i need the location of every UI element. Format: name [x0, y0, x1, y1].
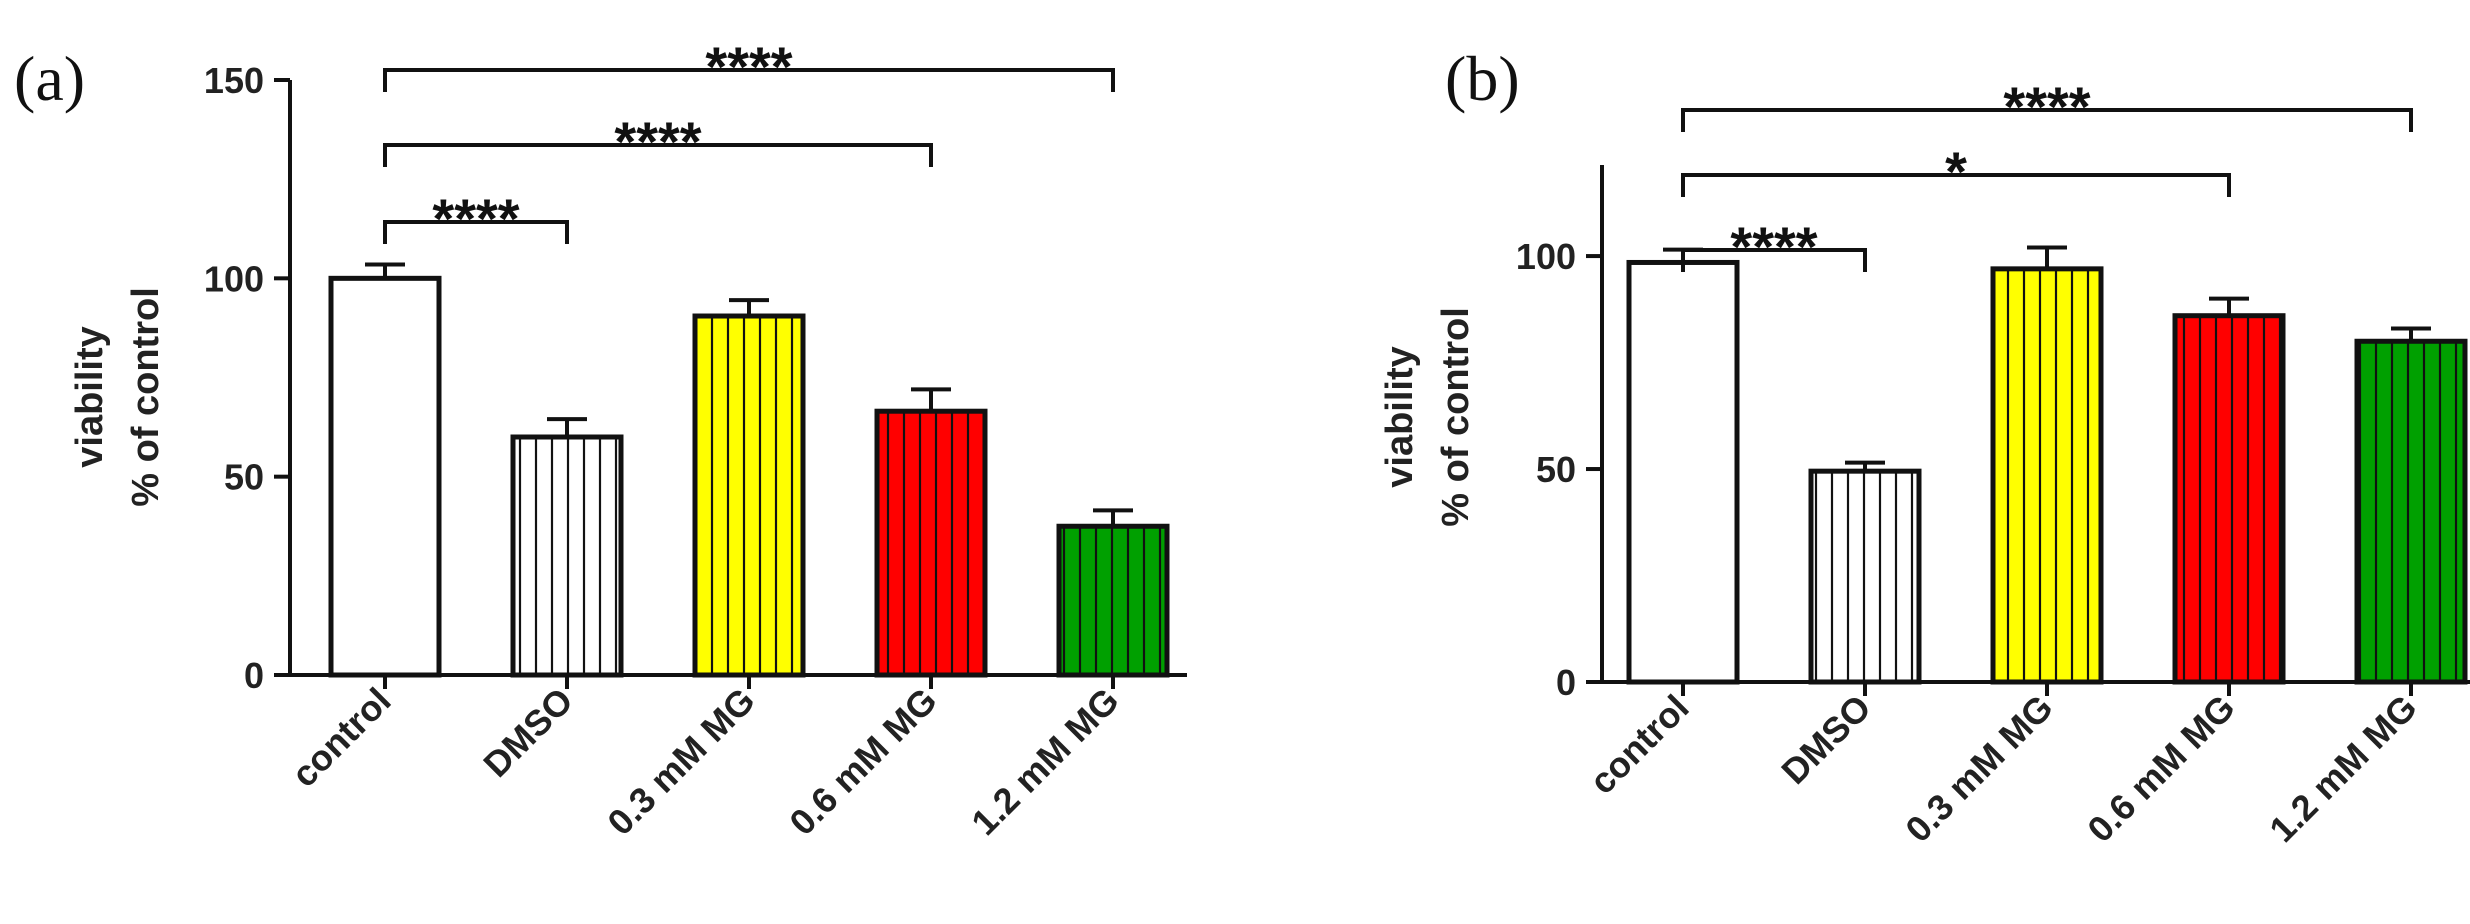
panel-a: (a) viability % of control 0 50 100 150 cont… [14, 35, 1187, 843]
panel-b-bar-hatch-dmso [1811, 471, 1919, 682]
panel-b-label: (b) [1445, 43, 1520, 114]
panel-a-bar-hatch-mg-1-2 [1059, 526, 1167, 675]
panel-a-y-tick-label: 100 [204, 258, 264, 299]
panel-a-x-label-mg-1-2: 1.2 mM MG [963, 680, 1126, 843]
panel-b-significance-bracket [1681, 108, 2413, 132]
panel-b-x-label-dmso: DMSO [1773, 687, 1878, 792]
panel-b-x-label-mg-1-2: 1.2 mM MG [2261, 687, 2424, 850]
panel-b-bar-control [1629, 262, 1737, 682]
panel-a-label: (a) [14, 43, 85, 114]
panel-b-significance-bracket [1681, 248, 1867, 272]
panel-a-significance-label: **** [432, 187, 519, 250]
panel-a-significance-bracket [383, 143, 933, 167]
panel-b-plot: 0 50 100 control DMSO 0.3 mM MG 0.6 mM MG 1.2 m… [1516, 75, 2470, 850]
panel-a-x-label-control: control [283, 680, 398, 795]
panel-a-significance-label: **** [614, 110, 701, 173]
panel-a-ylabel-line1: viability [69, 326, 111, 468]
panel-b-bar-hatch-mg-1-2 [2357, 341, 2465, 682]
panel-b: (b) viability % of control 0 50 100 control… [1379, 43, 2470, 850]
panel-a-ylabel-line2: % of control [125, 287, 167, 507]
panel-a-plot: 0 50 100 150 control DMSO 0.3 mM MG 0.6 mM MG 1.… [204, 35, 1187, 843]
panel-a-bar-hatch-mg-0-3 [695, 316, 803, 675]
panel-b-ylabel-line1: viability [1379, 346, 1421, 488]
panel-a-y-tick-label: 150 [204, 60, 264, 101]
panel-b-significance-label: **** [2003, 75, 2090, 138]
panel-b-bar-hatch-mg-0-3 [1993, 268, 2101, 682]
panel-a-x-label-dmso: DMSO [475, 680, 580, 785]
panel-b-significance-label: * [1945, 140, 1967, 203]
panel-a-significance-bracket [383, 68, 1115, 92]
panel-a-x-label-mg-0-6: 0.6 mM MG [781, 680, 944, 843]
panel-b-significance-label: **** [1730, 215, 1817, 278]
panel-b-bar-hatch-mg-0-6 [2175, 315, 2283, 682]
panel-a-significance-label: **** [705, 35, 792, 98]
panel-b-x-label-mg-0-6: 0.6 mM MG [2079, 687, 2242, 850]
panel-a-y-tick-label: 50 [224, 457, 264, 498]
panel-a-x-label-mg-0-3: 0.3 mM MG [599, 680, 762, 843]
panel-b-significance-bracket [1681, 173, 2231, 197]
panel-b-y-tick-label: 100 [1516, 236, 1576, 277]
panel-b-x-label-control: control [1581, 687, 1696, 802]
panel-a-significance-bracket [383, 220, 569, 244]
panel-a-y-tick-label: 0 [244, 655, 264, 696]
panel-a-bar-hatch-dmso [513, 437, 621, 675]
panel-a-bar-hatch-mg-0-6 [877, 411, 985, 675]
panel-b-ylabel-line2: % of control [1435, 307, 1477, 527]
panel-b-x-label-mg-0-3: 0.3 mM MG [1897, 687, 2060, 850]
panel-b-y-tick-label: 50 [1536, 449, 1576, 490]
panel-b-y-tick-label: 0 [1556, 662, 1576, 703]
panel-a-bar-control [331, 278, 439, 675]
